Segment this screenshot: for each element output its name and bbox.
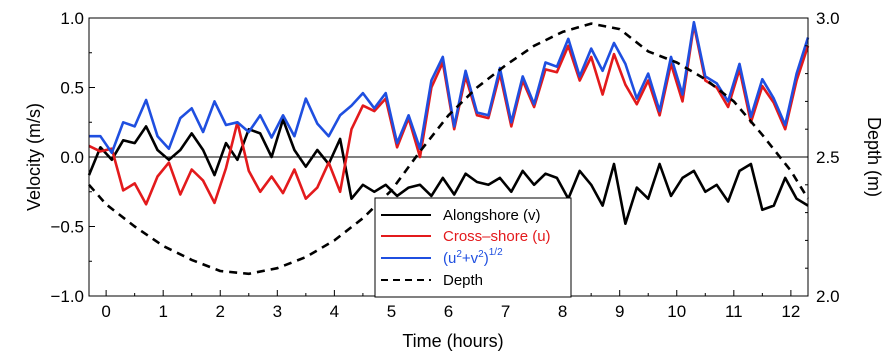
- legend-speed-part-b: +v: [462, 250, 479, 267]
- x-axis-label: Time (hours): [402, 331, 503, 351]
- x-tick-label: 6: [444, 302, 453, 321]
- x-tick-label: 2: [216, 302, 225, 321]
- y-right-tick-label: 2.5: [816, 148, 840, 167]
- y-left-tick-label: 0.0: [60, 148, 84, 167]
- x-tick-label: 3: [273, 302, 282, 321]
- x-tick-label: 7: [501, 302, 510, 321]
- series-line-2: [89, 22, 808, 153]
- legend-label-depth: Depth: [443, 272, 483, 289]
- x-tick-label: 4: [330, 302, 339, 321]
- legend-label-cross-shore: Cross–shore (u): [443, 228, 551, 245]
- x-tick-label: 9: [615, 302, 624, 321]
- x-tick-label: 12: [781, 302, 800, 321]
- x-tick-label: 8: [558, 302, 567, 321]
- y-axis-label-left: Velocity (m/s): [24, 103, 44, 211]
- y-axis-label-right: Depth (m): [864, 117, 884, 197]
- y-right-tick-label: 2.0: [816, 287, 840, 306]
- y-left-tick-label: −0.5: [50, 218, 84, 237]
- x-tick-label: 1: [158, 302, 167, 321]
- x-tick-label: 5: [387, 302, 396, 321]
- legend-speed-part-a: (u: [443, 250, 456, 267]
- legend-label-alongshore: Alongshore (v): [443, 207, 541, 224]
- y-left-tick-label: 0.5: [60, 79, 84, 98]
- x-tick-label: 0: [101, 302, 110, 321]
- legend-speed-sup-c: 1/2: [489, 247, 503, 258]
- y-left-tick-label: −1.0: [50, 287, 84, 306]
- x-tick-label: 10: [667, 302, 686, 321]
- x-tick-label: 11: [725, 302, 743, 321]
- y-left-tick-label: 1.0: [60, 9, 84, 28]
- y-right-tick-label: 3.0: [816, 9, 840, 28]
- legend: Alongshore (v) Cross–shore (u) (u2+v2)1/…: [375, 198, 571, 297]
